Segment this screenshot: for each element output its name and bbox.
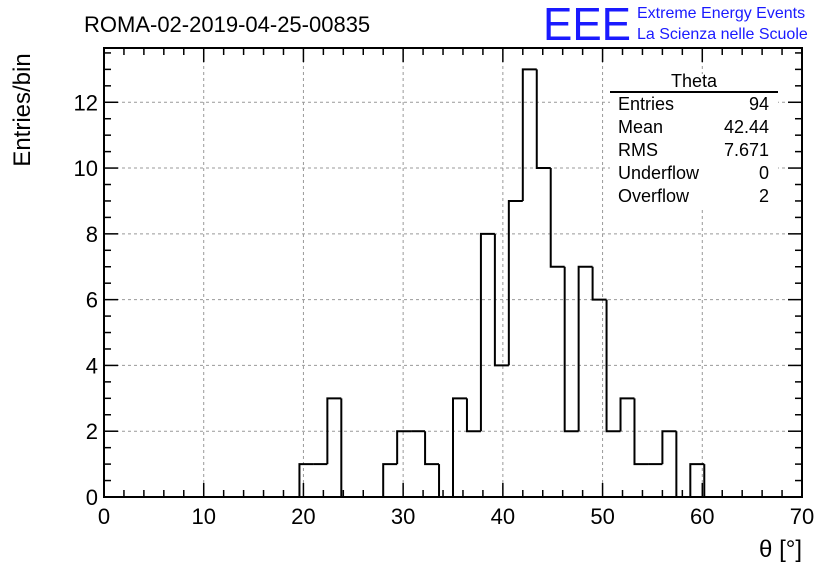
stats-row-label: RMS <box>618 140 658 160</box>
x-tick-label: 20 <box>291 504 315 529</box>
eee-logo: EEE Extreme Energy Events La Scienza nel… <box>543 0 808 50</box>
stats-box: Theta Entries 94 Mean 42.44 RMS 7.671 Underflow… <box>610 71 778 210</box>
stats-row-value: 94 <box>749 94 769 114</box>
histogram-bin <box>633 398 649 466</box>
plot-frame <box>103 47 803 498</box>
histogram-bin <box>689 463 705 497</box>
histogram-bin <box>535 69 551 170</box>
stats-row-value: 7.671 <box>724 140 769 160</box>
stats-box-background <box>610 74 778 210</box>
histogram-bin <box>675 431 691 498</box>
y-tick-label: 2 <box>86 419 98 444</box>
y-axis-label: Entries/bin <box>9 53 36 166</box>
x-tick-label: 60 <box>690 504 714 529</box>
stats-title: Theta <box>671 71 718 91</box>
y-tick-label: 4 <box>86 353 98 378</box>
stats-row-value: 0 <box>759 163 769 183</box>
stats-row-value: 42.44 <box>724 117 769 137</box>
histogram-bin <box>465 398 481 433</box>
y-tick-label: 12 <box>74 90 98 115</box>
histogram-bin <box>619 397 635 432</box>
x-axis-label: θ [°] <box>759 536 802 563</box>
histogram-bin <box>326 397 342 465</box>
x-tick-label: 0 <box>98 504 110 529</box>
histogram-bin <box>382 463 398 497</box>
chart-title: ROMA-02-2019-04-25-00835 <box>84 12 370 37</box>
y-tick-label: 10 <box>74 156 98 181</box>
histogram-bin <box>507 199 523 366</box>
histogram-bin <box>298 463 314 497</box>
y-tick-label: 8 <box>86 222 98 247</box>
x-tick-label: 30 <box>391 504 415 529</box>
logo-line-2: La Scienza nelle Scuole <box>637 26 808 43</box>
histogram-bin <box>605 299 621 433</box>
histogram-bin <box>493 233 509 367</box>
stats-row-value: 2 <box>759 186 769 206</box>
stats-row-label: Mean <box>618 117 663 137</box>
logo-mark: EEE <box>543 0 631 50</box>
stats-row-label: Entries <box>618 94 674 114</box>
x-tick-label: 10 <box>191 504 215 529</box>
y-tick-label: 0 <box>86 485 98 510</box>
stats-row-label: Overflow <box>618 186 690 206</box>
x-tick-label: 40 <box>491 504 515 529</box>
histogram-bin <box>549 168 565 268</box>
histogram-bin <box>396 430 412 465</box>
histogram-bin <box>340 398 356 498</box>
x-tick-label: 50 <box>590 504 614 529</box>
histogram-bin <box>479 232 495 432</box>
logo-line-1: Extreme Energy Events <box>637 5 805 22</box>
histogram-bin <box>661 430 677 465</box>
stats-row-label: Underflow <box>618 163 700 183</box>
histogram-bin <box>577 265 593 432</box>
histogram-bin <box>591 266 607 301</box>
histogram-bin <box>438 464 453 498</box>
x-tick-label: 70 <box>790 504 814 529</box>
histogram-bin <box>521 68 537 201</box>
histogram-bin <box>563 266 579 433</box>
histogram-bin <box>424 431 440 466</box>
y-tick-label: 6 <box>86 288 98 313</box>
histogram-bin <box>452 397 467 497</box>
